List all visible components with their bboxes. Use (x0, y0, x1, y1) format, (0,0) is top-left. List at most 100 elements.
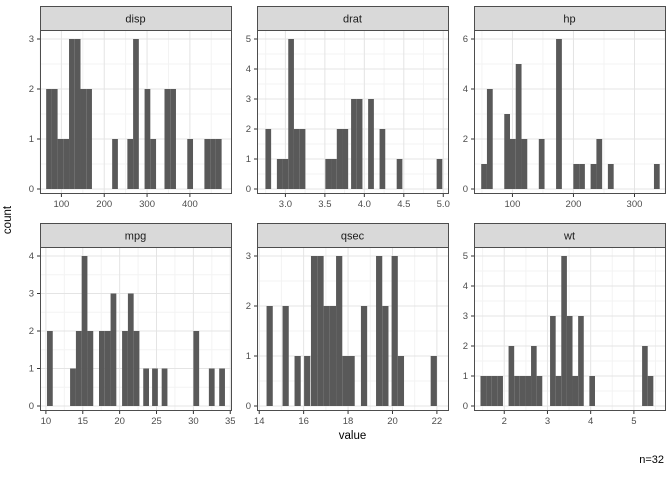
histogram-bar (266, 306, 273, 406)
y-tick-label: 5 (463, 251, 468, 262)
facet-hp: hp 100 200 300 0 2 4 6 (448, 6, 669, 218)
facet-mpg: mpg 10 15 20 25 30 35 0 1 2 3 4 (14, 223, 236, 435)
histogram-bar (51, 89, 58, 189)
x-tick-label: 35 (225, 416, 235, 427)
histogram-bar (46, 89, 52, 189)
y-tick-label: 1 (246, 351, 251, 362)
facet-disp: disp 100 200 300 400 0 1 2 3 (14, 6, 235, 218)
y-tick-label: 0 (463, 184, 468, 195)
y-tick-label: 0 (246, 401, 251, 412)
histogram-bar (282, 306, 289, 406)
facet-title: drat (343, 14, 362, 26)
histogram-bar (70, 368, 76, 406)
facet-wt: wt 2 3 4 5 0 1 2 3 4 5 (448, 223, 669, 435)
histogram-bar (150, 139, 157, 189)
y-tick-label: 0 (463, 401, 468, 412)
histogram-bar (299, 129, 306, 189)
histogram-bar (208, 368, 215, 406)
histogram-bar (304, 356, 311, 406)
x-tick-label: 300 (139, 199, 155, 210)
y-tick-label: 3 (463, 311, 468, 322)
histogram-bar (521, 139, 528, 189)
histogram-bar (579, 164, 585, 189)
y-tick-label: 4 (463, 281, 468, 292)
panel-border (40, 247, 232, 411)
histogram-bar (204, 139, 211, 189)
histogram-bar (210, 139, 216, 189)
y-tick-label: 4 (246, 64, 251, 75)
y-tick-label: 1 (29, 364, 34, 375)
histogram-bar (282, 159, 289, 189)
y-tick-label: 4 (463, 84, 468, 95)
x-axis: 100 200 300 (505, 194, 643, 210)
x-tick-label: 14 (254, 416, 265, 427)
facet-svg-hp: hp 100 200 300 0 2 4 6 (463, 6, 666, 210)
histogram-bar (293, 129, 300, 189)
y-tick-label: 1 (29, 134, 34, 145)
histogram-bar (69, 39, 75, 189)
y-tick-label: 3 (29, 34, 34, 45)
strip-header (474, 6, 666, 31)
y-axis: 0 1 2 3 4 5 (463, 251, 474, 412)
histogram-bar (161, 368, 168, 406)
histogram-bar (531, 346, 537, 406)
histogram-bar (504, 114, 511, 189)
facet-drat: drat 3.0 3.5 4.0 4.5 5.0 0 1 2 3 4 5 (231, 6, 452, 218)
x-tick-label: 2 (502, 416, 507, 427)
x-axis: 10 15 20 25 30 35 (41, 411, 236, 427)
histogram-bar (336, 129, 343, 189)
x-tick-label: 300 (627, 199, 643, 210)
y-tick-label: 2 (463, 134, 468, 145)
facet-title: disp (125, 14, 145, 26)
x-axis: 14 16 18 20 22 (254, 411, 442, 427)
histogram-bar (276, 159, 283, 189)
facet-svg-drat: drat 3.0 3.5 4.0 4.5 5.0 0 1 2 3 4 5 (246, 6, 450, 210)
y-tick-label: 4 (29, 251, 34, 262)
x-tick-label: 3.0 (279, 199, 292, 210)
y-axis: 0 1 2 3 (246, 251, 257, 412)
x-tick-label: 4.0 (358, 199, 371, 210)
histogram-bar (647, 376, 654, 406)
histogram-bar (288, 39, 294, 189)
y-tick-label: 6 (463, 34, 468, 45)
x-tick-label: 4 (588, 416, 593, 427)
histogram-bar (486, 376, 492, 406)
histogram-bar (578, 316, 584, 406)
panel-background (474, 30, 666, 194)
histogram-bar (317, 256, 324, 406)
histogram-bar (572, 376, 579, 406)
histogram-bar (653, 164, 660, 189)
histogram-bar (430, 356, 437, 406)
histogram-bar (379, 129, 386, 189)
histogram-bar (110, 293, 117, 406)
histogram-bar (265, 129, 272, 189)
y-tick-label: 0 (29, 184, 34, 195)
histogram-bar (122, 331, 128, 406)
panel-border (257, 30, 449, 194)
facet-title: mpg (125, 231, 146, 243)
histogram-bar (193, 331, 200, 406)
histogram-bar (514, 376, 520, 406)
histogram-bar (486, 89, 493, 189)
facet-svg-wt: wt 2 3 4 5 0 1 2 3 4 5 (463, 223, 666, 427)
y-tick-label: 0 (29, 401, 34, 412)
facet-svg-qsec: qsec 14 16 18 20 22 0 1 2 3 (246, 223, 449, 427)
histogram-bars (480, 256, 654, 406)
histogram-bar (329, 306, 337, 406)
x-tick-label: 100 (53, 199, 69, 210)
histogram-bar (376, 256, 383, 406)
histogram-bars (481, 39, 660, 189)
x-tick-label: 4.5 (397, 199, 410, 210)
x-tick-label: 18 (343, 416, 354, 427)
histogram-bars (266, 256, 437, 406)
histogram-bar (397, 356, 405, 406)
x-tick-label: 20 (387, 416, 398, 427)
facet-svg-mpg: mpg 10 15 20 25 30 35 0 1 2 3 4 (29, 223, 236, 427)
histogram-bar (215, 139, 222, 189)
histogram-bar (391, 256, 398, 406)
x-tick-label: 200 (96, 199, 112, 210)
histogram-bar (607, 164, 614, 189)
y-tick-label: 3 (246, 94, 251, 105)
y-axis: 0 2 4 6 (463, 34, 474, 195)
